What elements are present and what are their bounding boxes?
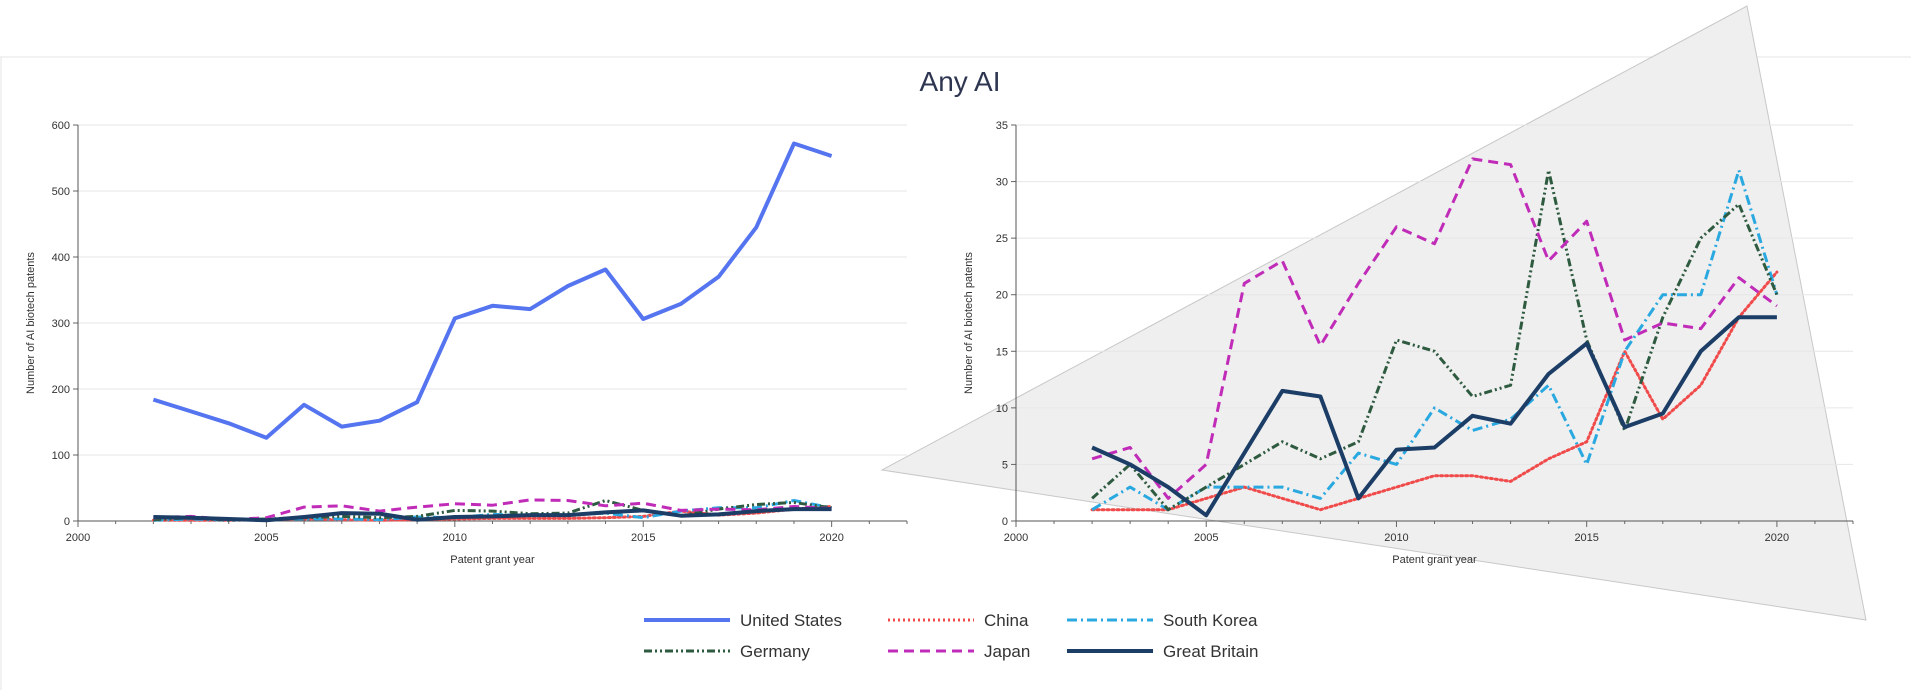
left-y-tick-label: 100 xyxy=(52,450,70,462)
left-y-tick-label: 200 xyxy=(52,384,70,396)
legend: United States China South Korea Germany Japa… xyxy=(644,611,1258,661)
right-y-tick-label: 0 xyxy=(1002,516,1008,528)
left-y-tick-label: 500 xyxy=(52,186,70,198)
right-y-tick-label: 10 xyxy=(996,403,1008,415)
right-x-tick-label: 2000 xyxy=(1004,532,1028,544)
right-y-tick-label: 30 xyxy=(996,177,1008,189)
left-y-tick-label: 400 xyxy=(52,252,70,264)
right-y-tick-label: 35 xyxy=(996,120,1008,132)
chart-title: Any AI xyxy=(920,66,1001,97)
right-y-tick-label: 25 xyxy=(996,233,1008,245)
left-x-tick-label: 2010 xyxy=(443,532,467,544)
left-x-axis-label: Patent grant year xyxy=(450,554,535,566)
left-y-tick-label: 0 xyxy=(64,516,70,528)
right-x-tick-label: 2020 xyxy=(1765,532,1789,544)
left-x-tick-label: 2020 xyxy=(819,532,843,544)
right-y-tick-label: 15 xyxy=(996,346,1008,358)
right-y-tick-label: 20 xyxy=(996,290,1008,302)
right-x-axis-label: Patent grant year xyxy=(1392,554,1477,566)
left-x-tick-label: 2000 xyxy=(66,532,90,544)
left-x-tick-label: 2015 xyxy=(631,532,655,544)
right-x-tick-label: 2015 xyxy=(1574,532,1598,544)
legend-label-china: China xyxy=(984,611,1029,630)
panel-all-countries: 0 100 200 300 400 500 600 2000 2005 2010 2015 2020 P… xyxy=(25,120,907,566)
left-y-tick-label: 300 xyxy=(52,318,70,330)
legend-label-germany: Germany xyxy=(740,642,810,661)
left-series-united-states xyxy=(153,144,831,438)
left-x-tick-label: 2005 xyxy=(254,532,278,544)
legend-label-south-korea: South Korea xyxy=(1163,611,1258,630)
right-y-tick-label: 5 xyxy=(1002,459,1008,471)
legend-label-united-states: United States xyxy=(740,611,842,630)
right-x-tick-label: 2010 xyxy=(1384,532,1408,544)
legend-label-great-britain: Great Britain xyxy=(1163,642,1258,661)
left-y-tick-label: 600 xyxy=(52,120,70,132)
right-x-tick-label: 2005 xyxy=(1194,532,1218,544)
zoom-wedge-background xyxy=(882,6,1866,620)
left-y-axis-label: Number of AI biotech patents xyxy=(25,252,37,394)
right-y-axis-label: Number of AI biotech patents xyxy=(963,252,975,394)
legend-label-japan: Japan xyxy=(984,642,1030,661)
